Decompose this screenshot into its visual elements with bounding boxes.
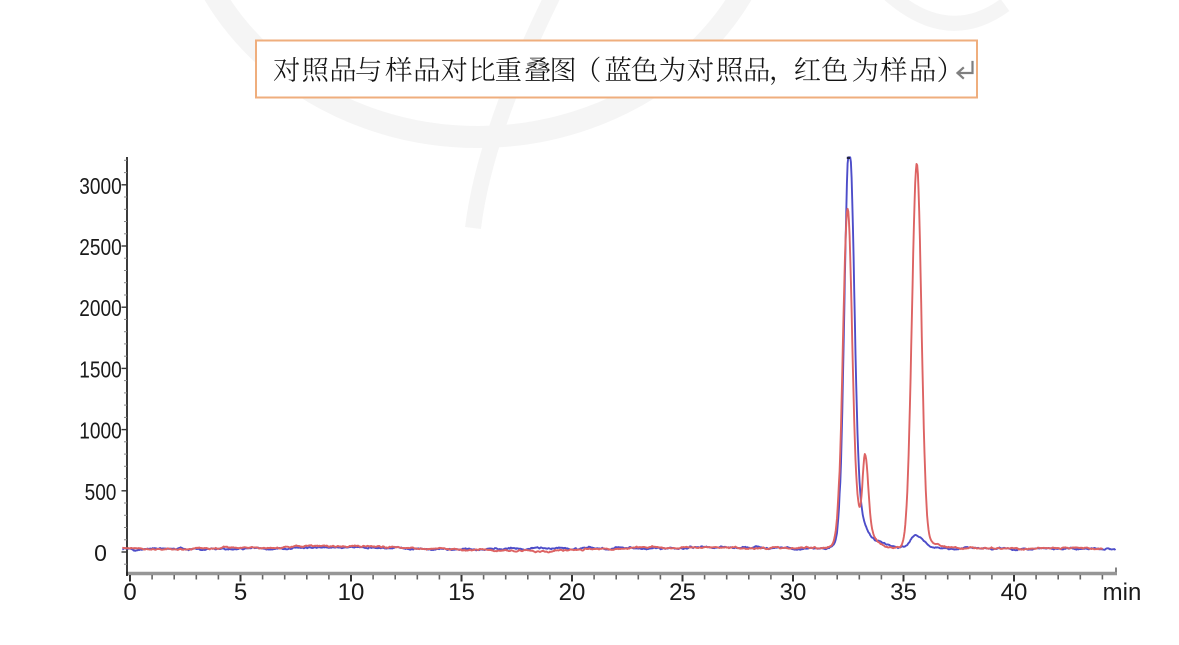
svg-text:10: 10 (338, 579, 365, 606)
svg-text:1000: 1000 (79, 418, 121, 444)
svg-text:5: 5 (234, 579, 247, 606)
svg-text:35: 35 (890, 579, 917, 606)
svg-text:1500: 1500 (79, 356, 121, 382)
svg-text:500: 500 (85, 479, 117, 505)
svg-text:25: 25 (669, 579, 696, 606)
svg-text:0: 0 (123, 579, 136, 606)
svg-text:2000: 2000 (79, 295, 121, 321)
svg-text:min: min (1103, 579, 1142, 606)
svg-text:2500: 2500 (79, 234, 121, 260)
svg-text:30: 30 (780, 579, 807, 606)
svg-text:40: 40 (1001, 579, 1028, 606)
svg-text:15: 15 (448, 579, 475, 606)
svg-text:20: 20 (559, 579, 586, 606)
svg-text:3000: 3000 (79, 173, 121, 199)
svg-text:0: 0 (94, 540, 107, 566)
